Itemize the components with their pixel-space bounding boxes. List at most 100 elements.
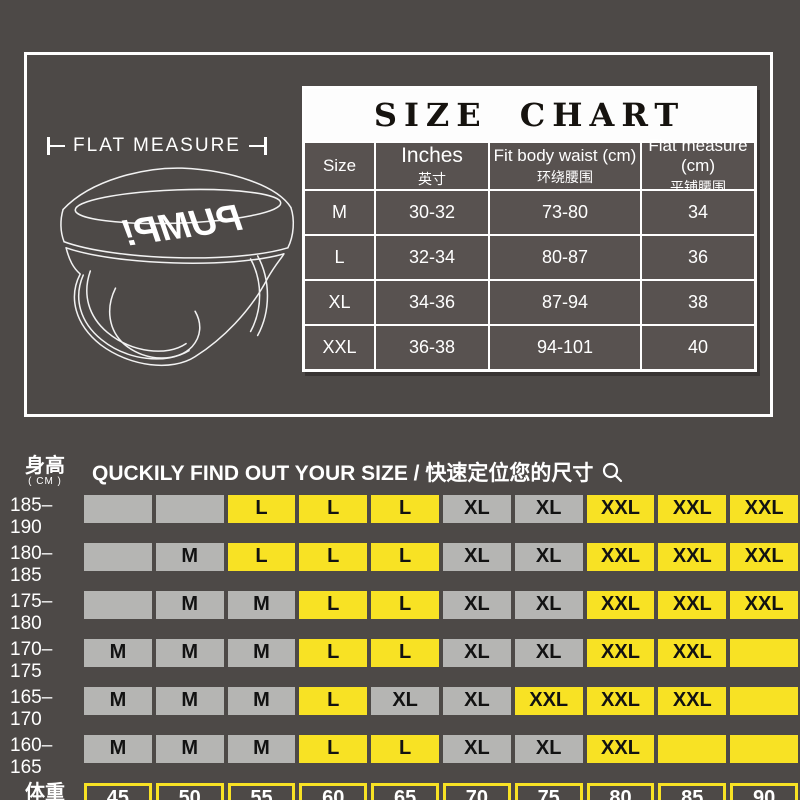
size-cell: XL xyxy=(443,638,511,667)
weight-cell: 70 xyxy=(443,782,511,800)
measure-tick-right xyxy=(264,137,268,155)
size-cell: XL xyxy=(443,734,511,763)
size-cell: XXL xyxy=(586,590,655,619)
size-cell: M xyxy=(227,638,296,667)
size-cell: XL xyxy=(371,686,439,715)
size-table-cell: 80-87 xyxy=(490,236,640,279)
height-range-label: 160–165 xyxy=(10,734,53,778)
size-table-cell: L xyxy=(305,236,374,279)
size-cell: M xyxy=(227,734,296,763)
weight-cell: 75 xyxy=(514,782,583,800)
size-cell: XL xyxy=(514,590,583,619)
size-cell: L xyxy=(299,590,368,619)
weight-cell: 60 xyxy=(299,782,368,800)
size-cell xyxy=(730,638,798,667)
height-range-label: 180–185 xyxy=(10,542,53,586)
pouch-seam xyxy=(109,287,201,359)
height-axis-label: 身高 ( CM ) xyxy=(25,455,65,487)
size-table-header: Flat measure (cm) 平铺腰围 xyxy=(642,136,754,195)
size-cell xyxy=(658,734,727,763)
header-cn: 英寸 xyxy=(418,170,446,187)
size-chart-title: SIZE CHART xyxy=(305,89,754,141)
header-en: Inches xyxy=(401,143,463,167)
size-cell xyxy=(84,542,152,571)
size-cell: M xyxy=(155,638,224,667)
size-cell: L xyxy=(299,494,368,523)
weight-cell: 45 xyxy=(84,782,152,800)
waistband-left-edge xyxy=(60,208,65,243)
weight-cell: 50 xyxy=(155,782,224,800)
size-cell: M xyxy=(84,686,152,715)
size-cell: L xyxy=(371,734,439,763)
brand-logo: PUMP! xyxy=(120,196,245,254)
weight-cell: 85 xyxy=(658,782,727,800)
height-range-label: 170–175 xyxy=(10,638,53,682)
leg-hem-inner xyxy=(86,270,187,352)
size-table-cell: 36 xyxy=(642,236,754,279)
size-cell: M xyxy=(155,686,224,715)
weight-cell: 90 xyxy=(730,782,798,800)
side-seam-outer xyxy=(249,258,261,333)
size-cell xyxy=(730,686,798,715)
size-cell xyxy=(155,494,224,523)
size-cell: XL xyxy=(514,542,583,571)
magnifier-icon xyxy=(603,462,623,482)
size-cell: XXL xyxy=(658,590,727,619)
size-table-cell: 32-34 xyxy=(376,236,488,279)
size-cell: M xyxy=(155,542,224,571)
finder-header: 身高 ( CM ) QUCKILY FIND OUT YOUR SIZE / 快… xyxy=(10,456,798,488)
size-finder: 身高 ( CM ) QUCKILY FIND OUT YOUR SIZE / 快… xyxy=(10,456,798,800)
measure-tick-left xyxy=(47,137,50,155)
waistband-top-rim xyxy=(62,167,292,211)
size-cell: XXL xyxy=(658,638,727,667)
size-table-header: Size xyxy=(305,143,374,189)
header-en: Size xyxy=(322,156,357,175)
size-cell xyxy=(84,590,152,619)
size-cell xyxy=(84,494,152,523)
size-table-cell: M xyxy=(305,191,374,234)
size-cell: L xyxy=(299,638,368,667)
header-en: Fit body waist (cm) xyxy=(493,145,637,165)
size-table-header: Fit body waist (cm) 环绕腰围 xyxy=(490,143,640,189)
size-cell: XXL xyxy=(730,494,798,523)
size-table-cell: 73-80 xyxy=(490,191,640,234)
waistband-bottom xyxy=(63,241,289,259)
size-table-cell: 40 xyxy=(642,326,754,369)
finder-grid: 185–190 L L L XL XL XXL XXL XXL 180–185 M L L L XL XL XX… xyxy=(10,494,798,800)
measure-line-right xyxy=(248,145,265,147)
size-table-cell: 94-101 xyxy=(490,326,640,369)
size-cell: XXL xyxy=(586,638,655,667)
size-cell: XL xyxy=(443,542,511,571)
top-panel: FLAT MEASURE xyxy=(24,52,773,417)
header-cn: 平铺腰围 xyxy=(670,178,726,195)
flat-measure-indicator: FLAT MEASURE xyxy=(47,135,268,157)
size-cell xyxy=(730,734,798,763)
size-table-cell: 38 xyxy=(642,281,754,324)
size-cell: XXL xyxy=(658,686,727,715)
size-chart-table: SIZE CHART Size Inches 英寸 Fit body waist (c… xyxy=(302,86,757,372)
weight-label: 体重 xyxy=(25,781,65,800)
size-cell: L xyxy=(371,638,439,667)
size-cell: M xyxy=(84,638,152,667)
size-cell: XXL xyxy=(658,494,727,523)
size-cell: XXL xyxy=(658,542,727,571)
header-cn: 环绕腰围 xyxy=(537,168,593,185)
size-table-cell: 34-36 xyxy=(376,281,488,324)
size-cell: XXL xyxy=(730,542,798,571)
leg-hem-outer xyxy=(78,274,190,360)
measure-line-left xyxy=(50,145,66,147)
size-cell: M xyxy=(155,734,224,763)
header-en: Flat measure (cm) xyxy=(648,135,748,175)
size-cell: XXL xyxy=(586,686,655,715)
height-range-label: 185–190 xyxy=(10,494,53,538)
size-cell: L xyxy=(299,542,368,571)
height-range-label: 165–170 xyxy=(10,686,53,730)
size-table-cell: XXL xyxy=(305,326,374,369)
size-cell: M xyxy=(227,590,296,619)
size-cell: L xyxy=(227,542,296,571)
side-seam-inner xyxy=(256,255,269,337)
body-outline xyxy=(65,247,285,367)
size-cell: L xyxy=(299,734,368,763)
size-cell: XL xyxy=(514,494,583,523)
briefs-drawing: PUMP! xyxy=(60,167,295,367)
